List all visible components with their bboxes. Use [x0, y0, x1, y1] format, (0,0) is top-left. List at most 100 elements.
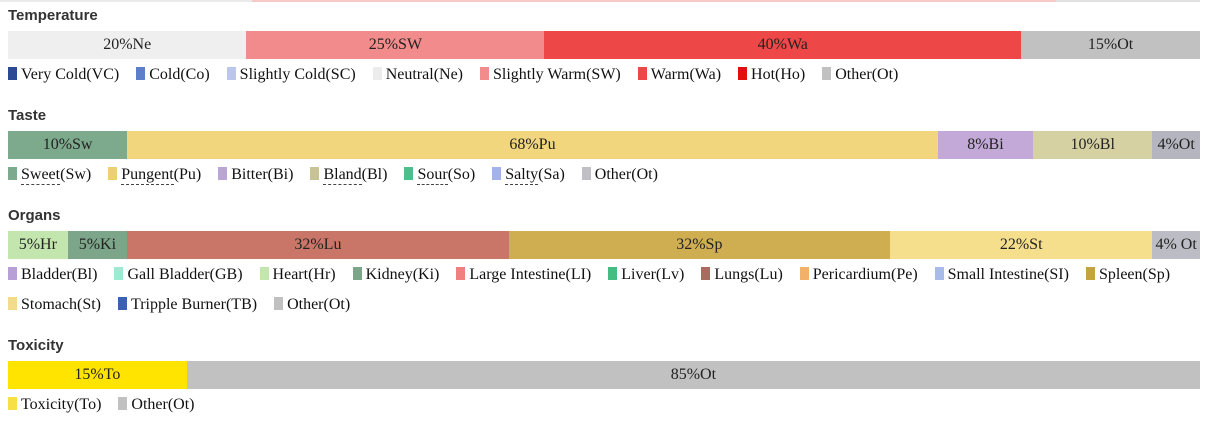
stacked-bar: 5%Hr 5%Ki 32%Lu 32%Sp 22%St 4% Ot	[8, 231, 1200, 259]
legend-abbr: (St)	[77, 296, 101, 313]
legend-label: Other	[131, 396, 168, 413]
legend-item-bladder: Bladder(Bl)	[8, 260, 97, 290]
legend-color-chip	[136, 67, 146, 80]
legend-abbr: (Pu)	[173, 166, 202, 183]
bar-segment-label: 4%Ot	[1157, 136, 1195, 153]
legend-abbr: (Ho)	[775, 66, 806, 83]
bar-segment-heart[interactable]: 5%Hr	[8, 231, 68, 259]
bar-segment-warm[interactable]: 40%Wa	[544, 31, 1022, 59]
legend-item-kidney: Kidney(Ki)	[352, 260, 439, 290]
legend-item-toxicity: Toxicity(To)	[8, 390, 101, 420]
legend-label: Other	[835, 66, 872, 83]
legend: Bladder(Bl) Gall Bladder(GB) Heart(Hr) Kidn…	[8, 260, 1200, 320]
legend-item-spleen: Spleen(Sp)	[1085, 260, 1171, 290]
legend-label: Stomach	[21, 296, 77, 313]
bar-segment-toxicity[interactable]: 15%To	[8, 361, 187, 389]
legend-item-bitter: Bitter(Bi)	[218, 160, 293, 190]
legend-color-chip	[259, 267, 269, 280]
legend-abbr: (Ot)	[323, 296, 351, 313]
legend-abbr: (LI)	[565, 266, 592, 283]
bar-segment-spleen[interactable]: 32%Sp	[508, 231, 891, 259]
legend-abbr: (GB)	[209, 266, 243, 283]
legend-abbr: (Sp)	[1142, 266, 1171, 283]
legend-label: Tripple Burner	[131, 296, 226, 313]
legend-label: Pericardium	[812, 266, 891, 283]
legend-item-lungs: Lungs(Lu)	[701, 260, 783, 290]
legend-abbr: (Sa)	[538, 166, 565, 183]
legend-abbr: (Wa)	[689, 66, 722, 83]
chart-section-taste: Taste 10%Sw 68%Pu 8%Bi 10%Bl 4%Ot Sweet(Sw) P…	[8, 108, 1200, 190]
legend-item-other: Other(Ot)	[118, 390, 195, 420]
bar-segment-pungent[interactable]: 68%Pu	[127, 131, 938, 159]
legend-abbr: (Lv)	[655, 266, 685, 283]
bar-segment-sweet[interactable]: 10%Sw	[8, 131, 128, 159]
legend-item-pungent[interactable]: Pungent(Pu)	[108, 160, 201, 190]
legend-item-liver: Liver(Lv)	[608, 260, 684, 290]
legend-item-other: Other(Ot)	[274, 290, 350, 320]
legend-color-chip	[8, 297, 17, 310]
legend-item-gall-bladder: Gall Bladder(GB)	[114, 260, 243, 290]
bar-segment-bitter[interactable]: 8%Bi	[937, 131, 1034, 159]
legend-label: Slightly Warm	[493, 66, 587, 83]
legend-color-chip	[226, 67, 236, 80]
bar-segment-slightly-warm[interactable]: 25%SW	[246, 31, 545, 59]
top-edge-sliver	[0, 0, 1200, 2]
bar-segment-bland[interactable]: 10%Bl	[1033, 131, 1153, 159]
bar-segment-other[interactable]: 4%Ot	[1152, 131, 1200, 159]
bar-segment-kidney[interactable]: 5%Ki	[67, 231, 128, 259]
legend-color-chip	[114, 267, 124, 280]
legend-item-salty[interactable]: Salty(Sa)	[492, 160, 565, 190]
legend-abbr: (To)	[74, 396, 102, 413]
bar-segment-other[interactable]: 4% Ot	[1152, 231, 1200, 259]
legend-abbr: (Hr)	[308, 266, 336, 283]
legend-label: Bland	[323, 166, 362, 185]
legend-item-bland[interactable]: Bland(Bl)	[310, 160, 387, 190]
legend-color-chip	[799, 267, 809, 280]
legend-label: Salty	[505, 166, 539, 185]
legend-color-chip	[8, 397, 17, 410]
legend-item-hot: Hot(Ho)	[738, 60, 805, 90]
legend-color-chip	[8, 167, 17, 180]
legend-color-chip	[456, 267, 466, 280]
legend-abbr: (Bl)	[71, 266, 98, 283]
bar-segment-label: 22%St	[999, 236, 1043, 253]
legend-abbr: (Ot)	[871, 66, 899, 83]
legend-item-sweet[interactable]: Sweet(Sw)	[8, 160, 91, 190]
bar-segment-label: 5%Ki	[78, 236, 117, 253]
legend-item-tripple-burner: Tripple Burner(TB)	[118, 290, 257, 320]
legend-item-heart: Heart(Hr)	[259, 260, 336, 290]
bar-segment-other[interactable]: 85%Ot	[186, 361, 1200, 389]
legend-item-sour[interactable]: Sour(So)	[404, 160, 475, 190]
bar-segment-neutral[interactable]: 20%Ne	[8, 31, 247, 59]
bar-segment-label: 10%Sw	[42, 136, 93, 153]
legend-color-chip	[608, 267, 618, 280]
legend-item-large-intestine: Large Intestine(LI)	[456, 260, 591, 290]
legend-abbr: (Bl)	[361, 166, 388, 183]
section-title: Taste	[8, 107, 47, 124]
bar-segment-stomach[interactable]: 22%St	[890, 231, 1153, 259]
legend-color-chip	[492, 167, 502, 180]
legend-abbr: (Lu)	[754, 266, 783, 283]
legend-label: Other	[594, 166, 632, 183]
legend-abbr: (SW)	[586, 66, 621, 83]
legend-label: Sweet	[21, 166, 61, 185]
legend-label: Heart	[272, 266, 309, 283]
legend-color-chip	[1085, 267, 1095, 280]
legend-label: Small Intestine	[947, 266, 1045, 283]
bar-segment-label: 8%Bi	[967, 136, 1004, 153]
legend-label: Sour	[417, 166, 448, 185]
legend-label: Bladder	[21, 266, 72, 283]
legend-item-cold: Cold(Co)	[136, 60, 210, 90]
legend-label: Warm	[650, 66, 690, 83]
legend-color-chip	[581, 167, 591, 180]
bar-segment-lungs[interactable]: 32%Lu	[127, 231, 509, 259]
legend-color-chip	[738, 67, 748, 80]
bar-segment-label: 10%Bl	[1070, 136, 1115, 153]
legend-color-chip	[310, 167, 320, 180]
legend-abbr: (TB)	[225, 296, 258, 313]
bar-segment-label: 15%To	[74, 366, 121, 383]
legend-label: Bitter	[231, 166, 268, 183]
bar-segment-other[interactable]: 15%Ot	[1021, 31, 1200, 59]
legend-item-stomach: Stomach(St)	[8, 290, 101, 320]
legend-abbr: (Pe)	[890, 266, 918, 283]
